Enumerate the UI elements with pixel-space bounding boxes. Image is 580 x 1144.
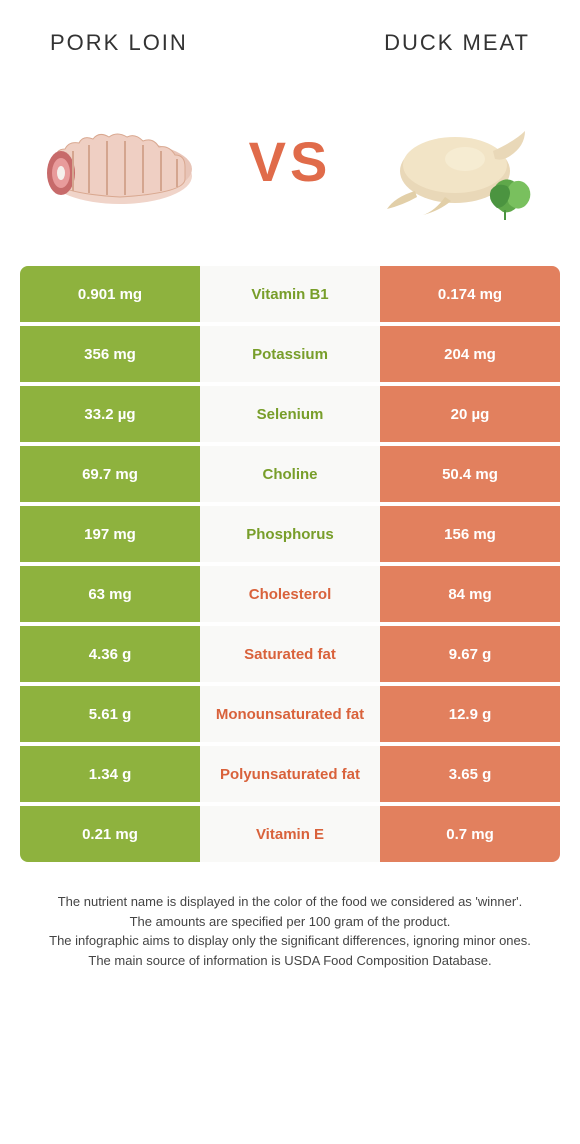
right-value-cell: 3.65 g xyxy=(380,746,560,802)
header-row: Pork loin Duck meat xyxy=(0,0,580,66)
table-row: 63 mgCholesterol84 mg xyxy=(20,566,560,622)
left-value-cell: 0.901 mg xyxy=(20,266,200,322)
right-value-cell: 204 mg xyxy=(380,326,560,382)
comparison-table: 0.901 mgVitamin B10.174 mg356 mgPotassiu… xyxy=(20,266,560,862)
nutrient-name-cell: Vitamin B1 xyxy=(200,266,380,322)
left-value-cell: 1.34 g xyxy=(20,746,200,802)
table-row: 1.34 gPolyunsaturated fat3.65 g xyxy=(20,746,560,802)
table-row: 0.21 mgVitamin E0.7 mg xyxy=(20,806,560,862)
nutrient-name-cell: Selenium xyxy=(200,386,380,442)
table-row: 5.61 gMonounsaturated fat12.9 g xyxy=(20,686,560,742)
footnote-line: The amounts are specified per 100 gram o… xyxy=(30,912,550,932)
duck-meat-image xyxy=(370,91,550,231)
right-value-cell: 9.67 g xyxy=(380,626,560,682)
right-value-cell: 0.174 mg xyxy=(380,266,560,322)
left-value-cell: 356 mg xyxy=(20,326,200,382)
pork-loin-image xyxy=(30,91,210,231)
vs-label: VS xyxy=(249,129,332,194)
left-value-cell: 69.7 mg xyxy=(20,446,200,502)
table-row: 0.901 mgVitamin B10.174 mg xyxy=(20,266,560,322)
left-value-cell: 33.2 µg xyxy=(20,386,200,442)
right-value-cell: 156 mg xyxy=(380,506,560,562)
title-right: Duck meat xyxy=(384,30,530,56)
title-left: Pork loin xyxy=(50,30,188,56)
right-value-cell: 0.7 mg xyxy=(380,806,560,862)
nutrient-name-cell: Cholesterol xyxy=(200,566,380,622)
left-value-cell: 63 mg xyxy=(20,566,200,622)
footnote-line: The main source of information is USDA F… xyxy=(30,951,550,971)
nutrient-name-cell: Monounsaturated fat xyxy=(200,686,380,742)
table-row: 356 mgPotassium204 mg xyxy=(20,326,560,382)
left-value-cell: 0.21 mg xyxy=(20,806,200,862)
nutrient-name-cell: Polyunsaturated fat xyxy=(200,746,380,802)
right-value-cell: 20 µg xyxy=(380,386,560,442)
nutrient-name-cell: Saturated fat xyxy=(200,626,380,682)
right-value-cell: 12.9 g xyxy=(380,686,560,742)
right-value-cell: 50.4 mg xyxy=(380,446,560,502)
footnotes: The nutrient name is displayed in the co… xyxy=(30,892,550,970)
nutrient-name-cell: Potassium xyxy=(200,326,380,382)
nutrient-name-cell: Vitamin E xyxy=(200,806,380,862)
left-value-cell: 197 mg xyxy=(20,506,200,562)
footnote-line: The infographic aims to display only the… xyxy=(30,931,550,951)
table-row: 69.7 mgCholine50.4 mg xyxy=(20,446,560,502)
table-row: 33.2 µgSelenium20 µg xyxy=(20,386,560,442)
right-value-cell: 84 mg xyxy=(380,566,560,622)
nutrient-name-cell: Choline xyxy=(200,446,380,502)
nutrient-name-cell: Phosphorus xyxy=(200,506,380,562)
table-row: 4.36 gSaturated fat9.67 g xyxy=(20,626,560,682)
left-value-cell: 4.36 g xyxy=(20,626,200,682)
footnote-line: The nutrient name is displayed in the co… xyxy=(30,892,550,912)
left-value-cell: 5.61 g xyxy=(20,686,200,742)
table-row: 197 mgPhosphorus156 mg xyxy=(20,506,560,562)
hero-row: VS xyxy=(0,66,580,266)
